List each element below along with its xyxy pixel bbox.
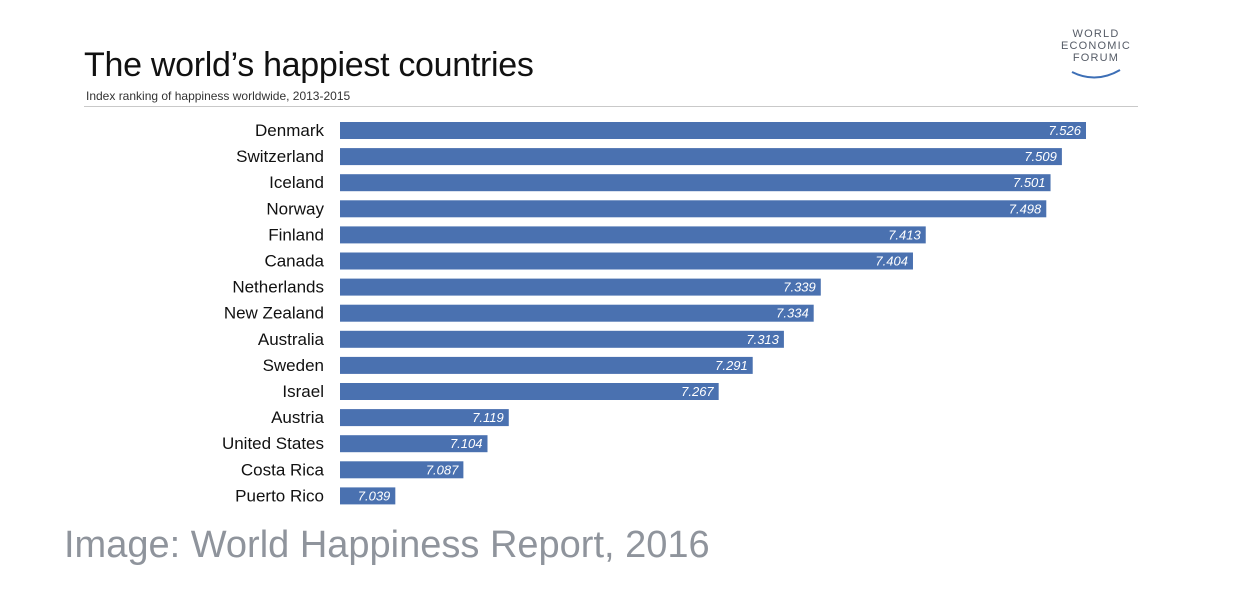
category-label: Norway	[266, 199, 324, 218]
value-label: 7.339	[783, 280, 816, 295]
value-label: 7.404	[875, 254, 908, 269]
image-source-caption: Image: World Happiness Report, 2016	[64, 524, 710, 566]
category-label: Puerto Rico	[235, 486, 324, 505]
value-label: 7.104	[450, 436, 483, 451]
logo-swoosh-icon	[1071, 69, 1121, 79]
value-label: 7.267	[681, 384, 714, 399]
value-label: 7.119	[472, 410, 504, 425]
category-label: Finland	[268, 225, 324, 244]
bar-new-zealand	[340, 304, 814, 322]
bar-austria	[340, 409, 509, 427]
bar-canada	[340, 252, 913, 270]
bar-netherlands	[340, 278, 821, 296]
logo-line-2: ECONOMIC	[1060, 40, 1132, 52]
wef-logo: WORLD ECONOMIC FORUM	[1050, 28, 1142, 88]
value-label: 7.313	[746, 332, 779, 347]
bar-australia	[340, 330, 784, 348]
value-label: 7.087	[426, 462, 459, 477]
bar-norway	[340, 200, 1047, 218]
bar-switzerland	[340, 148, 1062, 166]
bar-iceland	[340, 174, 1051, 192]
title-divider	[84, 106, 1138, 107]
bar-puerto-rico	[340, 487, 396, 505]
value-label: 7.498	[1009, 201, 1042, 216]
category-label: Costa Rica	[241, 460, 325, 479]
category-label: United States	[222, 434, 324, 453]
category-label: Switzerland	[236, 147, 324, 166]
bar-israel	[340, 383, 719, 400]
value-label: 7.413	[888, 227, 921, 242]
category-label: Australia	[258, 330, 325, 349]
bar-united-states	[340, 435, 488, 453]
chart-subtitle: Index ranking of happiness worldwide, 20…	[86, 89, 351, 103]
category-label: New Zealand	[224, 304, 324, 323]
category-label: Israel	[282, 382, 324, 401]
category-label: Canada	[264, 252, 324, 271]
bar-sweden	[340, 356, 753, 374]
chart-title: The world’s happiest countries	[84, 46, 534, 84]
category-label: Denmark	[255, 121, 324, 140]
logo-line-1: WORLD	[1072, 28, 1120, 40]
value-label: 7.526	[1048, 123, 1081, 138]
bar-denmark	[340, 122, 1086, 139]
category-label: Iceland	[269, 173, 324, 192]
category-label: Austria	[271, 408, 324, 427]
value-label: 7.334	[776, 306, 809, 321]
value-label: 7.501	[1013, 175, 1046, 190]
logo-line-3: FORUM	[1072, 52, 1120, 64]
value-label: 7.291	[715, 358, 748, 373]
bar-finland	[340, 226, 926, 244]
bar-chart: Denmark 7.526 Switzerland 7.509 Iceland 7.501…	[222, 121, 1086, 505]
value-label: 7.039	[358, 488, 391, 503]
value-label: 7.509	[1024, 149, 1057, 164]
bar-costa-rica	[340, 461, 464, 479]
category-label: Sweden	[263, 356, 324, 375]
category-label: Netherlands	[232, 278, 324, 297]
